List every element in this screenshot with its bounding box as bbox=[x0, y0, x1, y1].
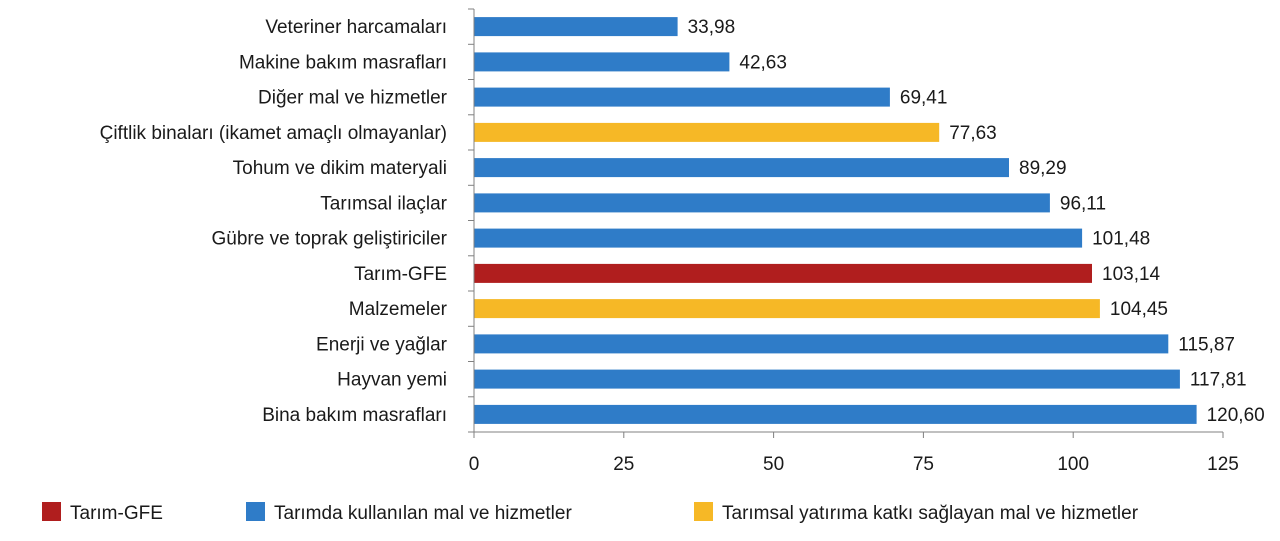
data-label: 89,29 bbox=[1019, 158, 1067, 179]
x-tick-label: 100 bbox=[1057, 454, 1089, 475]
data-label: 104,45 bbox=[1110, 299, 1168, 320]
data-label: 42,63 bbox=[739, 52, 787, 73]
legend: Tarım-GFE Tarımda kullanılan mal ve hizme… bbox=[42, 502, 1139, 524]
legend-swatch bbox=[694, 502, 713, 521]
legend-swatch bbox=[42, 502, 61, 521]
bar bbox=[474, 228, 1083, 248]
legend-label: Tarım-GFE bbox=[70, 503, 163, 524]
category-label: Enerji ve yağlar bbox=[316, 334, 448, 355]
category-label: Tarım-GFE bbox=[354, 264, 447, 285]
x-tick-label: 0 bbox=[469, 454, 480, 475]
bar bbox=[474, 369, 1180, 389]
legend-label: Tarımda kullanılan mal ve hizmetler bbox=[274, 503, 572, 524]
data-label: 115,87 bbox=[1178, 334, 1235, 355]
category-label: Bina bakım masrafları bbox=[262, 405, 447, 426]
bar bbox=[474, 334, 1169, 354]
bar bbox=[474, 193, 1050, 213]
category-label: Malzemeler bbox=[349, 299, 448, 320]
data-label: 101,48 bbox=[1092, 229, 1150, 250]
category-label: Çiftlik binaları (ikamet amaçlı olmayanl… bbox=[100, 123, 447, 144]
category-label: Gübre ve toprak geliştiriciler bbox=[212, 229, 448, 250]
data-label: 117,81 bbox=[1190, 370, 1247, 391]
x-tick-label: 25 bbox=[613, 454, 634, 475]
data-label: 33,98 bbox=[688, 17, 736, 38]
data-label: 69,41 bbox=[900, 88, 948, 109]
legend-item: Tarımsal yatırıma katkı sağlayan mal ve … bbox=[694, 502, 1139, 524]
legend-item: Tarım-GFE bbox=[42, 502, 163, 524]
category-label: Tohum ve dikim materyali bbox=[233, 158, 447, 179]
category-label: Tarımsal ilaçlar bbox=[320, 193, 447, 214]
category-label: Diğer mal ve hizmetler bbox=[258, 88, 448, 109]
bar bbox=[474, 404, 1197, 424]
x-tick-label: 50 bbox=[763, 454, 784, 475]
legend-label: Tarımsal yatırıma katkı sağlayan mal ve … bbox=[722, 503, 1139, 524]
category-label: Veteriner harcamaları bbox=[265, 17, 447, 38]
data-label: 77,63 bbox=[949, 123, 997, 144]
category-label: Hayvan yemi bbox=[337, 370, 447, 391]
x-tick-label: 125 bbox=[1207, 454, 1239, 475]
bar bbox=[474, 158, 1009, 178]
plot-area: Veteriner harcamaları 33,98 Makine bakım m… bbox=[100, 8, 1265, 475]
category-label: Makine bakım masrafları bbox=[239, 52, 447, 73]
data-label: 103,14 bbox=[1102, 264, 1161, 285]
legend-swatch bbox=[246, 502, 265, 521]
bar bbox=[474, 299, 1100, 319]
bar bbox=[474, 52, 730, 72]
bar bbox=[474, 263, 1092, 283]
data-label: 120,60 bbox=[1207, 405, 1265, 426]
bar bbox=[474, 17, 678, 37]
legend-item: Tarımda kullanılan mal ve hizmetler bbox=[246, 502, 572, 524]
x-tick-label: 75 bbox=[913, 454, 934, 475]
data-label: 96,11 bbox=[1060, 193, 1106, 214]
bar bbox=[474, 122, 940, 142]
bar bbox=[474, 87, 890, 107]
